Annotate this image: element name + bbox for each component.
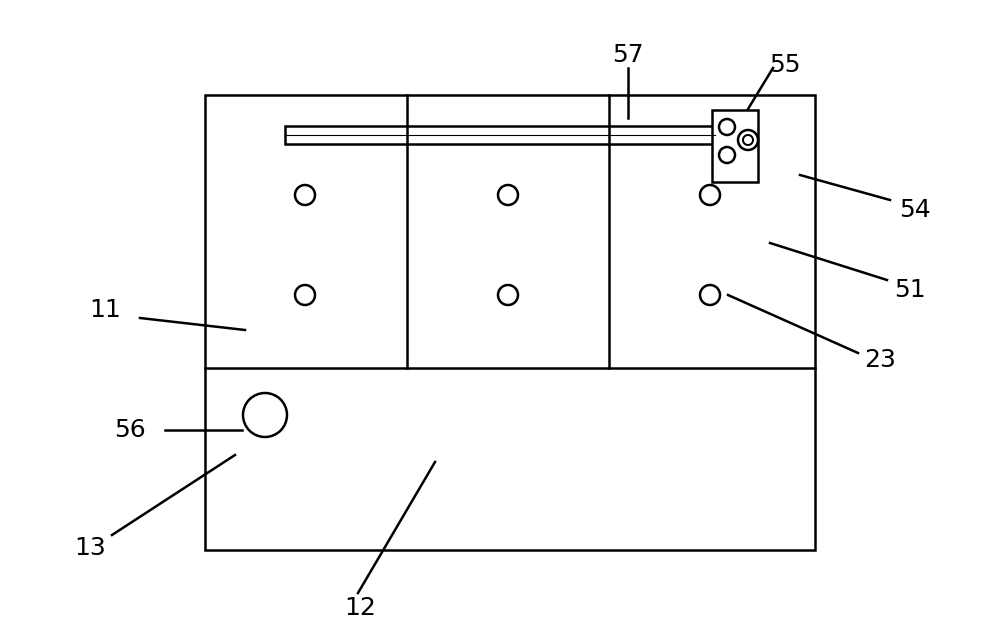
- Circle shape: [738, 130, 758, 150]
- Text: 13: 13: [74, 536, 106, 560]
- Circle shape: [743, 135, 753, 145]
- Circle shape: [295, 185, 315, 205]
- Circle shape: [498, 285, 518, 305]
- Text: 55: 55: [769, 53, 801, 77]
- Text: 12: 12: [344, 596, 376, 620]
- Text: 56: 56: [114, 418, 146, 442]
- Circle shape: [498, 185, 518, 205]
- Bar: [285, 126, 715, 144]
- Bar: [205, 95, 815, 550]
- Circle shape: [719, 119, 735, 135]
- Circle shape: [700, 185, 720, 205]
- Bar: [712, 110, 758, 182]
- Text: 54: 54: [899, 198, 931, 222]
- Circle shape: [740, 132, 756, 148]
- Circle shape: [719, 147, 735, 163]
- Circle shape: [243, 393, 287, 437]
- Text: 23: 23: [864, 348, 896, 372]
- Text: 57: 57: [612, 43, 644, 67]
- Circle shape: [295, 285, 315, 305]
- Text: 51: 51: [894, 278, 926, 302]
- Text: 11: 11: [89, 298, 121, 322]
- Circle shape: [700, 285, 720, 305]
